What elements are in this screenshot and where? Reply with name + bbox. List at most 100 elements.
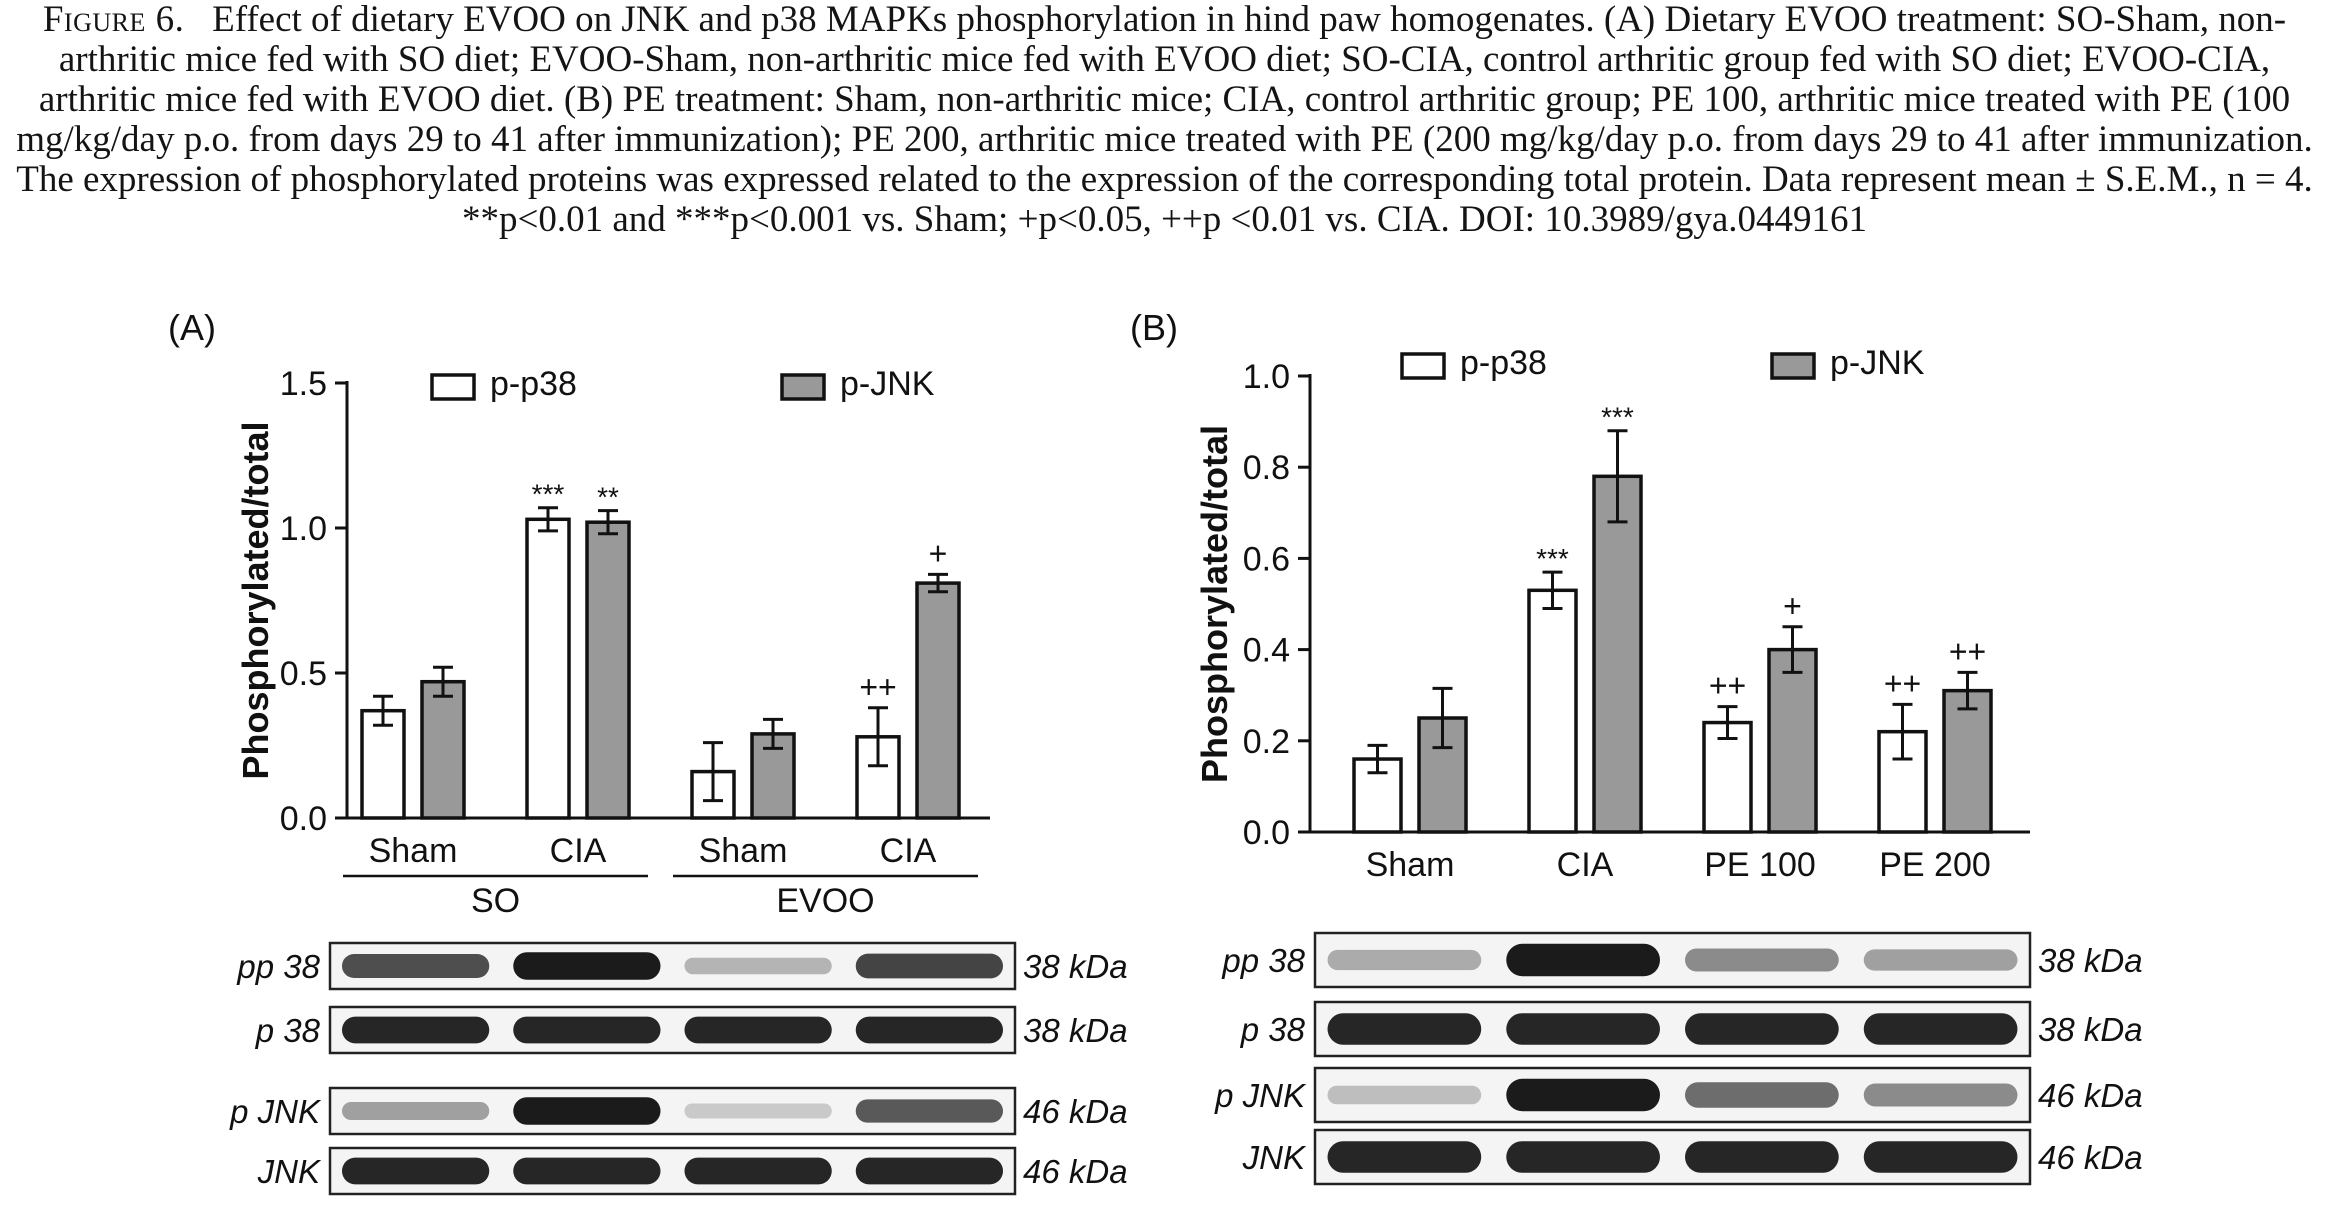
blot-band [513,952,661,980]
blot-kda-label: 38 kDa [2038,942,2143,979]
blot-band [855,953,1004,979]
blot-kda-label: 46 kDa [1023,1153,1128,1190]
group-label: SO [471,882,520,920]
significance-annotation: ++ [1884,665,1921,701]
significance-annotation: ++ [1949,633,1986,669]
bar-p-JNK-1 [1592,474,1643,834]
blot-row-label: p JNK [1214,1077,1307,1114]
blot-kda-label: 38 kDa [1023,1012,1128,1049]
bar-p-JNK-0 [420,679,466,820]
significance-annotation: + [1783,588,1802,624]
bar-p-p38-1 [525,517,571,820]
bar-p-p38-2 [1702,720,1753,834]
legend-swatch [780,373,826,401]
bar-p-JNK-1 [585,520,631,820]
x-tick-label: Sham [1366,846,1455,884]
significance-annotation: ++ [1709,668,1746,704]
blot-band [684,1157,832,1185]
blot-band [684,1103,832,1119]
caption-text: Effect of dietary EVOO on JNK and p38 MA… [16,0,2313,240]
blot-band [513,1097,661,1125]
y-tick-label: 1.5 [280,365,327,403]
bar-p-JNK-3 [1942,688,1993,834]
blot-band [1506,1078,1660,1112]
x-tick-label: CIA [880,832,937,870]
blot-band [1327,1141,1482,1173]
blot-kda-label: 38 kDa [1023,948,1128,985]
blot-row-label: pp 38 [236,948,320,985]
bar-p-p38-0 [360,708,406,820]
y-tick-label: 0.5 [280,655,327,693]
y-tick-label: 0.6 [1243,540,1290,578]
legend-label: p-p38 [1460,344,1547,382]
blot-band [1327,949,1482,971]
blot-band [1327,1085,1482,1105]
legend-label: p-p38 [490,365,577,403]
blot-band [513,1157,661,1185]
y-tick-label: 0.4 [1243,632,1290,670]
bar-p-JNK-3 [915,581,961,820]
y-tick-label: 0.0 [280,800,327,838]
y-tick-label: 1.0 [280,510,327,548]
x-tick-label: Sham [369,832,458,870]
blot-kda-label: 46 kDa [1023,1093,1128,1130]
blot-band [1863,1141,2018,1173]
bar-p-JNK-2 [1767,647,1818,834]
x-tick-label: CIA [550,832,607,870]
y-tick-label: 0.2 [1243,723,1290,761]
blot-kda-label: 46 kDa [2038,1077,2143,1114]
blot-band [684,1016,832,1044]
blot-kda-label: 46 kDa [2038,1139,2143,1176]
blot-band [1327,1013,1482,1045]
blot-row-label: JNK [257,1153,322,1190]
significance-annotation: *** [1536,543,1569,574]
y-tick-label: 1.0 [1243,358,1290,396]
panel-a: (A) Phosphorylated/total 0.0 0.5 1.0 1.5 Sham *… [0,300,1150,1215]
significance-annotation: ++ [859,669,896,705]
blot-band [855,1099,1004,1123]
blot-band [341,1016,490,1044]
blot-kda-label: 38 kDa [2038,1011,2143,1048]
y-axis-label: Phosphorylated/total [1194,425,1235,783]
blot-band [1506,943,1660,977]
legend-swatch [430,373,476,401]
blot-band [1685,1141,1839,1173]
x-tick-label: Sham [699,832,788,870]
panel-label: (A) [168,307,216,348]
x-tick-label: CIA [1557,846,1614,884]
blot-band [341,1101,490,1121]
significance-annotation: *** [1601,402,1634,433]
blot-band [341,1157,490,1185]
blot-band [1863,1083,2018,1107]
y-axis-label: Phosphorylated/total [235,421,276,779]
y-tick-label: 0.0 [1243,814,1290,852]
blot-band [1685,948,1839,972]
x-tick-label: PE 100 [1704,846,1816,884]
blot-row-label: p JNK [229,1093,322,1130]
group-label: EVOO [776,882,874,920]
legend-swatch [1400,352,1446,380]
blot-band [1685,1082,1839,1108]
y-tick-label: 0.8 [1243,449,1290,487]
significance-annotation: + [929,535,948,571]
blot-band [855,1016,1004,1044]
blot-row-label: p 38 [255,1012,321,1049]
x-tick-label: PE 200 [1879,846,1991,884]
panel-b: (B) Phosphorylated/total 0.0 0.2 0.4 0.6 0.8 1.… [1110,300,2329,1215]
blot-band [1506,1141,1660,1173]
blot-row-label: pp 38 [1221,942,1305,979]
blot-row-label: p 38 [1240,1011,1306,1048]
blot-band [1506,1013,1660,1045]
blot-band [855,1157,1004,1185]
blot-band [1863,949,2018,971]
panel-label: (B) [1130,307,1178,348]
figure-caption: Figure 6. Effect of dietary EVOO on JNK … [0,0,2329,240]
legend-label: p-JNK [840,365,935,403]
significance-annotation: ** [597,482,619,513]
blot-row-label: JNK [1242,1139,1307,1176]
bar-p-p38-1 [1527,588,1578,834]
significance-annotation: *** [532,479,565,510]
blot-band [1685,1013,1839,1045]
